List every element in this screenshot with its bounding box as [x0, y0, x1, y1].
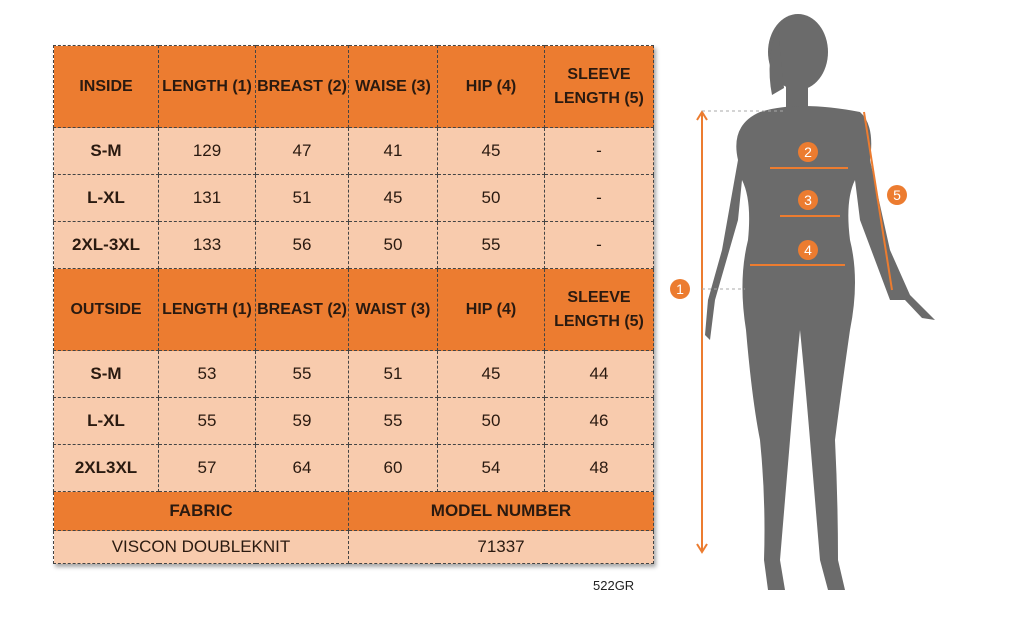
fabric-model-header-row: FABRIC MODEL NUMBER	[53, 491, 654, 531]
marker-3	[798, 190, 818, 210]
table-cell: 2XL-3XL	[53, 221, 159, 269]
table-cell: 41	[348, 127, 438, 175]
marker-label: 5	[893, 187, 901, 203]
table-cell: 45	[437, 127, 545, 175]
table-cell: L-XL	[53, 397, 159, 445]
table-cell: 46	[544, 397, 654, 445]
marker-4	[798, 240, 818, 260]
marker-label: 3	[804, 192, 812, 208]
marker-2	[798, 142, 818, 162]
table-cell: 45	[348, 174, 438, 222]
table-cell: 55	[255, 350, 349, 398]
table-row: 2XL3XL 57 64 60 54 48	[53, 444, 654, 492]
measurement-arrows	[696, 110, 893, 554]
table-cell: 48	[544, 444, 654, 492]
inside-header-row: INSIDE LENGTH (1) BREAST (2) WAISE (3) HIP (…	[53, 45, 654, 128]
table-row: 2XL-3XL 133 56 50 55-	[53, 221, 654, 269]
table-cell: 129	[158, 127, 256, 175]
table-cell: 71337	[348, 530, 654, 564]
table-cell: S-M	[53, 350, 159, 398]
table-cell: VISCON DOUBLEKNIT	[53, 530, 349, 564]
table-row: S-M 129 47 41 45-	[53, 127, 654, 175]
silhouette	[705, 14, 935, 590]
table-cell: 133	[158, 221, 256, 269]
table-cell: -	[544, 221, 654, 269]
table-cell: 50	[437, 174, 545, 222]
table-cell: 44	[544, 350, 654, 398]
table-cell: BREAST (2)	[255, 268, 349, 351]
table-cell: 59	[255, 397, 349, 445]
table-cell: 50	[437, 397, 545, 445]
table-cell: 50	[348, 221, 438, 269]
table-cell: 131	[158, 174, 256, 222]
body-measurement-figure: 1 2 3 4 5	[670, 14, 935, 590]
marker-5	[887, 185, 907, 205]
table-cell: LENGTH (1)	[158, 45, 256, 128]
table-cell: HIP (4)	[437, 268, 545, 351]
table-cell: 51	[348, 350, 438, 398]
table-cell: -	[544, 174, 654, 222]
table-cell: OUTSIDE	[53, 268, 159, 351]
table-cell: LENGTH (1)	[158, 268, 256, 351]
table-cell: 57	[158, 444, 256, 492]
table-cell: SLEEVE LENGTH (5)	[544, 268, 654, 351]
table-cell: MODEL NUMBER	[348, 491, 654, 531]
table-cell: HIP (4)	[437, 45, 545, 128]
outside-header-row: OUTSIDE LENGTH (1) BREAST (2) WAIST (3) HIP …	[53, 268, 654, 351]
table-cell: 53	[158, 350, 256, 398]
table-cell: L-XL	[53, 174, 159, 222]
marker-label: 1	[676, 281, 684, 297]
table-cell: FABRIC	[53, 491, 349, 531]
table-cell: 60	[348, 444, 438, 492]
table-cell: 2XL3XL	[53, 444, 159, 492]
marker-1	[670, 279, 690, 299]
table-cell: 64	[255, 444, 349, 492]
table-row: S-M 53 55 51 45 44	[53, 350, 654, 398]
table-row: L-XL 131 51 45 50-	[53, 174, 654, 222]
table-cell: S-M	[53, 127, 159, 175]
table-cell: BREAST (2)	[255, 45, 349, 128]
table-cell: SLEEVE LENGTH (5)	[544, 45, 654, 128]
table-cell: 51	[255, 174, 349, 222]
table-cell: WAIST (3)	[348, 268, 438, 351]
table-cell: INSIDE	[53, 45, 159, 128]
table-cell: 47	[255, 127, 349, 175]
table-cell: 56	[255, 221, 349, 269]
table-cell: 55	[437, 221, 545, 269]
size-chart-table: INSIDE LENGTH (1) BREAST (2) WAISE (3) HIP (…	[53, 45, 654, 564]
table-row: L-XL 55 59 55 50 46	[53, 397, 654, 445]
product-code: 522GR	[593, 578, 635, 593]
marker-label: 2	[804, 144, 812, 160]
table-cell: WAISE (3)	[348, 45, 438, 128]
table-cell: 55	[348, 397, 438, 445]
table-cell: 55	[158, 397, 256, 445]
table-cell: 54	[437, 444, 545, 492]
marker-label: 4	[804, 242, 812, 258]
fabric-model-value-row: VISCON DOUBLEKNIT 71337	[53, 530, 654, 564]
table-cell: 45	[437, 350, 545, 398]
table-cell: -	[544, 127, 654, 175]
